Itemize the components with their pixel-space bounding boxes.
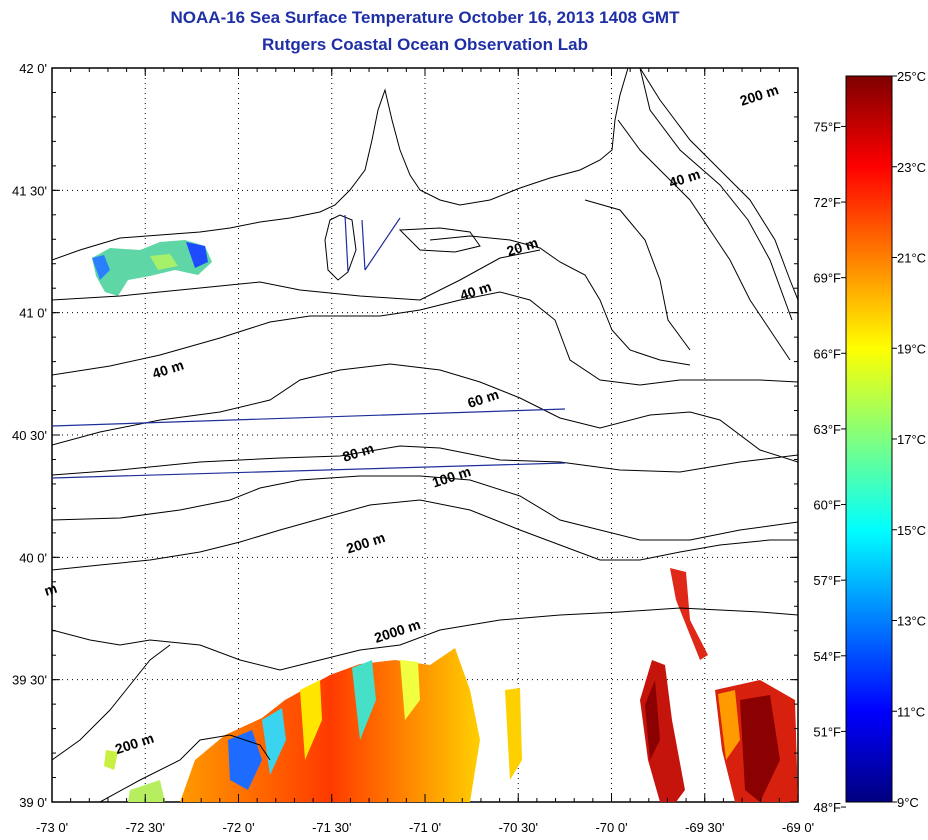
lon-tick-label: -73 0' — [36, 820, 68, 835]
lat-tick-label: 42 0' — [19, 61, 47, 76]
map-subtitle: Rutgers Coastal Ocean Observation Lab — [262, 35, 588, 54]
celsius-tick-label: 21°C — [897, 251, 926, 266]
fahrenheit-tick-label: 69°F — [813, 271, 841, 286]
celsius-tick-label: 9°C — [897, 795, 919, 810]
fahrenheit-tick-label: 60°F — [813, 498, 841, 513]
celsius-tick-label: 25°C — [897, 69, 926, 84]
transect-lines — [51, 214, 566, 479]
fahrenheit-tick-label: 51°F — [813, 724, 841, 739]
lon-tick-label: -72 30' — [126, 820, 165, 835]
celsius-tick-label: 23°C — [897, 160, 926, 175]
celsius-tick-label: 13°C — [897, 614, 926, 629]
celsius-tick-label: 11°C — [897, 704, 925, 719]
lat-tick-label: 41 30' — [12, 183, 47, 198]
lon-tick-label: -71 0' — [409, 820, 441, 835]
fahrenheit-tick-label: 57°F — [813, 573, 841, 588]
map-axes: -73 0' -72 30' -72 0' -71 30' -71 0' -70 30' -… — [12, 61, 814, 835]
lat-tick-label: 39 0' — [19, 795, 47, 810]
lon-tick-label: -69 0' — [782, 820, 814, 835]
map-title: NOAA-16 Sea Surface Temperature October … — [170, 8, 680, 27]
lat-tick-label: 40 0' — [19, 550, 47, 565]
lat-tick-label: 40 30' — [12, 428, 47, 443]
celsius-tick-label: 15°C — [897, 523, 926, 538]
lon-tick-label: -69 30' — [685, 820, 724, 835]
celsius-tick-label: 19°C — [897, 341, 926, 356]
lat-tick-label: 39 30' — [12, 673, 47, 688]
celsius-tick-label: 17°C — [897, 432, 926, 447]
lon-tick-label: -70 0' — [595, 820, 627, 835]
fahrenheit-tick-label: 54°F — [813, 649, 841, 664]
lon-tick-label: -71 30' — [312, 820, 351, 835]
fahrenheit-tick-label: 72°F — [813, 195, 841, 210]
colorbar-labels: 25°C 23°C 21°C 19°C 17°C 15°C 13°C 11°C 9°C 75°F 7… — [813, 69, 926, 815]
lat-tick-label: 41 0' — [19, 306, 47, 321]
lon-tick-label: -70 30' — [499, 820, 538, 835]
fahrenheit-tick-label: 63°F — [813, 422, 841, 437]
colorbar — [845, 75, 893, 803]
fahrenheit-tick-label: 75°F — [813, 119, 841, 134]
sst-pixels — [92, 240, 798, 802]
lon-tick-label: -72 0' — [222, 820, 254, 835]
fahrenheit-tick-label: 48°F — [813, 800, 841, 815]
contour-label: m — [42, 580, 59, 599]
fahrenheit-tick-label: 66°F — [813, 346, 841, 361]
